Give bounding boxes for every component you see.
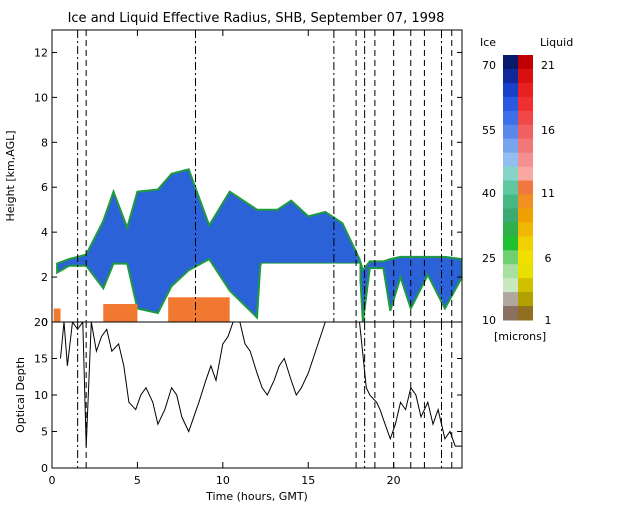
colorbar-ice-swatch-7: [503, 152, 518, 168]
liquid-cloud-region-2: [168, 297, 230, 322]
liquid-cloud-region-1: [103, 304, 138, 322]
time-x-ticks: 0 5 10 15 20: [49, 30, 401, 487]
colorbar-ice-tick-0: 70: [482, 59, 496, 72]
chart-title: Ice and Liquid Effective Radius, SHB, Se…: [68, 11, 445, 26]
colorbar: Ice Liquid 70 55 40 25 10 21 16 11 6 1 [microns]: [480, 36, 573, 343]
time-x-tick-label-1: 5: [134, 474, 141, 487]
colorbar-liquid-swatch-6: [518, 138, 533, 154]
colorbar-liquid-tick-1: 16: [541, 124, 555, 137]
height-y-tick-label-0: 0: [41, 316, 48, 329]
radius-plot-area: [53, 168, 462, 322]
colorbar-liquid-tick-2: 11: [541, 187, 555, 200]
colorbar-ice-label: Ice: [480, 36, 496, 49]
colorbar-ice-swatch-0: [503, 55, 518, 70]
colorbar-liquid-swatch-0: [518, 55, 533, 70]
colorbar-liquid-swatch-13: [518, 236, 533, 251]
optical-depth-axis-label: Optical Depth: [14, 357, 27, 433]
colorbar-liquid-swatch-2: [518, 82, 533, 98]
height-y-ticks: 0 2 4 6 8 10 12: [34, 46, 462, 329]
colorbar-ticks: 70 55 40 25 10 21 16 11 6 1: [482, 59, 555, 327]
height-panel: 0 2 4 6 8 10 12 Height [km,AGL]: [4, 29, 463, 329]
colorbar-liquid-scale: [518, 55, 533, 321]
colorbar-ice-swatch-13: [503, 236, 518, 251]
optical-depth-y-ticks: 0 5 10 15 20: [34, 316, 462, 475]
height-axis-label: Height [km,AGL]: [4, 130, 17, 221]
time-x-tick-label-0: 0: [49, 474, 56, 487]
optical-depth-y-tick-label-1: 5: [41, 426, 48, 439]
colorbar-liquid-swatch-10: [518, 194, 533, 209]
height-y-tick-label-2: 4: [41, 226, 48, 239]
colorbar-ice-swatch-3: [503, 96, 518, 112]
colorbar-liquid-swatch-8: [518, 166, 533, 182]
colorbar-liquid-swatch-11: [518, 208, 533, 223]
colorbar-liquid-swatch-4: [518, 110, 533, 126]
height-y-tick-label-3: 6: [41, 181, 48, 194]
colorbar-liquid-label: Liquid: [540, 36, 573, 49]
colorbar-ice-scale: [503, 55, 518, 321]
colorbar-ice-tick-4: 10: [482, 314, 496, 327]
colorbar-ice-swatch-2: [503, 82, 518, 98]
optical-depth-y-tick-label-3: 15: [34, 353, 48, 366]
time-x-tick-label-3: 15: [301, 474, 315, 487]
optical-depth-series-line: [60, 322, 462, 447]
colorbar-liquid-swatch-5: [518, 124, 533, 140]
time-x-tick-label-2: 10: [216, 474, 230, 487]
liquid-cloud-region-0: [53, 308, 61, 322]
colorbar-ice-tick-3: 25: [482, 252, 496, 265]
colorbar-ice-swatch-4: [503, 110, 518, 126]
colorbar-liquid-swatch-18: [518, 306, 533, 321]
ice-cloud-region: [56, 168, 462, 322]
colorbar-liquid-swatch-9: [518, 180, 533, 195]
colorbar-liquid-tick-4: 1: [545, 314, 552, 327]
time-x-tick-label-4: 20: [387, 474, 401, 487]
height-panel-vertical-lines: [77, 30, 453, 322]
colorbar-liquid-tick-0: 21: [541, 59, 555, 72]
colorbar-ice-swatch-1: [503, 68, 518, 84]
height-y-tick-label-1: 2: [41, 271, 48, 284]
colorbar-ice-swatch-6: [503, 138, 518, 154]
colorbar-ice-swatch-10: [503, 194, 518, 209]
colorbar-liquid-swatch-14: [518, 250, 533, 265]
colorbar-ice-swatch-14: [503, 250, 518, 265]
colorbar-liquid-swatch-15: [518, 264, 533, 279]
optical-depth-y-tick-label-4: 20: [34, 316, 48, 329]
colorbar-ice-tick-1: 55: [482, 124, 496, 137]
missing-data-region-0: [262, 263, 360, 322]
colorbar-ice-tick-2: 40: [482, 187, 496, 200]
colorbar-ice-swatch-16: [503, 278, 518, 293]
colorbar-ice-swatch-17: [503, 292, 518, 307]
height-y-tick-label-4: 8: [41, 136, 48, 149]
colorbar-ice-swatch-12: [503, 222, 518, 237]
colorbar-ice-swatch-18: [503, 306, 518, 321]
colorbar-units: [microns]: [494, 330, 546, 343]
colorbar-ice-swatch-9: [503, 180, 518, 195]
colorbar-liquid-tick-3: 6: [545, 252, 552, 265]
colorbar-liquid-swatch-17: [518, 292, 533, 307]
optical-depth-y-tick-label-0: 0: [41, 462, 48, 475]
optical-depth-y-tick-label-2: 10: [34, 389, 48, 402]
colorbar-liquid-swatch-3: [518, 96, 533, 112]
colorbar-liquid-swatch-1: [518, 68, 533, 84]
colorbar-ice-swatch-8: [503, 166, 518, 182]
time-axis-label: Time (hours, GMT): [205, 490, 308, 503]
colorbar-ice-swatch-11: [503, 208, 518, 223]
height-y-tick-label-6: 12: [34, 46, 48, 59]
colorbar-liquid-swatch-7: [518, 152, 533, 168]
colorbar-ice-swatch-5: [503, 124, 518, 140]
height-y-tick-label-5: 10: [34, 91, 48, 104]
colorbar-liquid-swatch-16: [518, 278, 533, 293]
colorbar-liquid-swatch-12: [518, 222, 533, 237]
colorbar-ice-swatch-15: [503, 264, 518, 279]
